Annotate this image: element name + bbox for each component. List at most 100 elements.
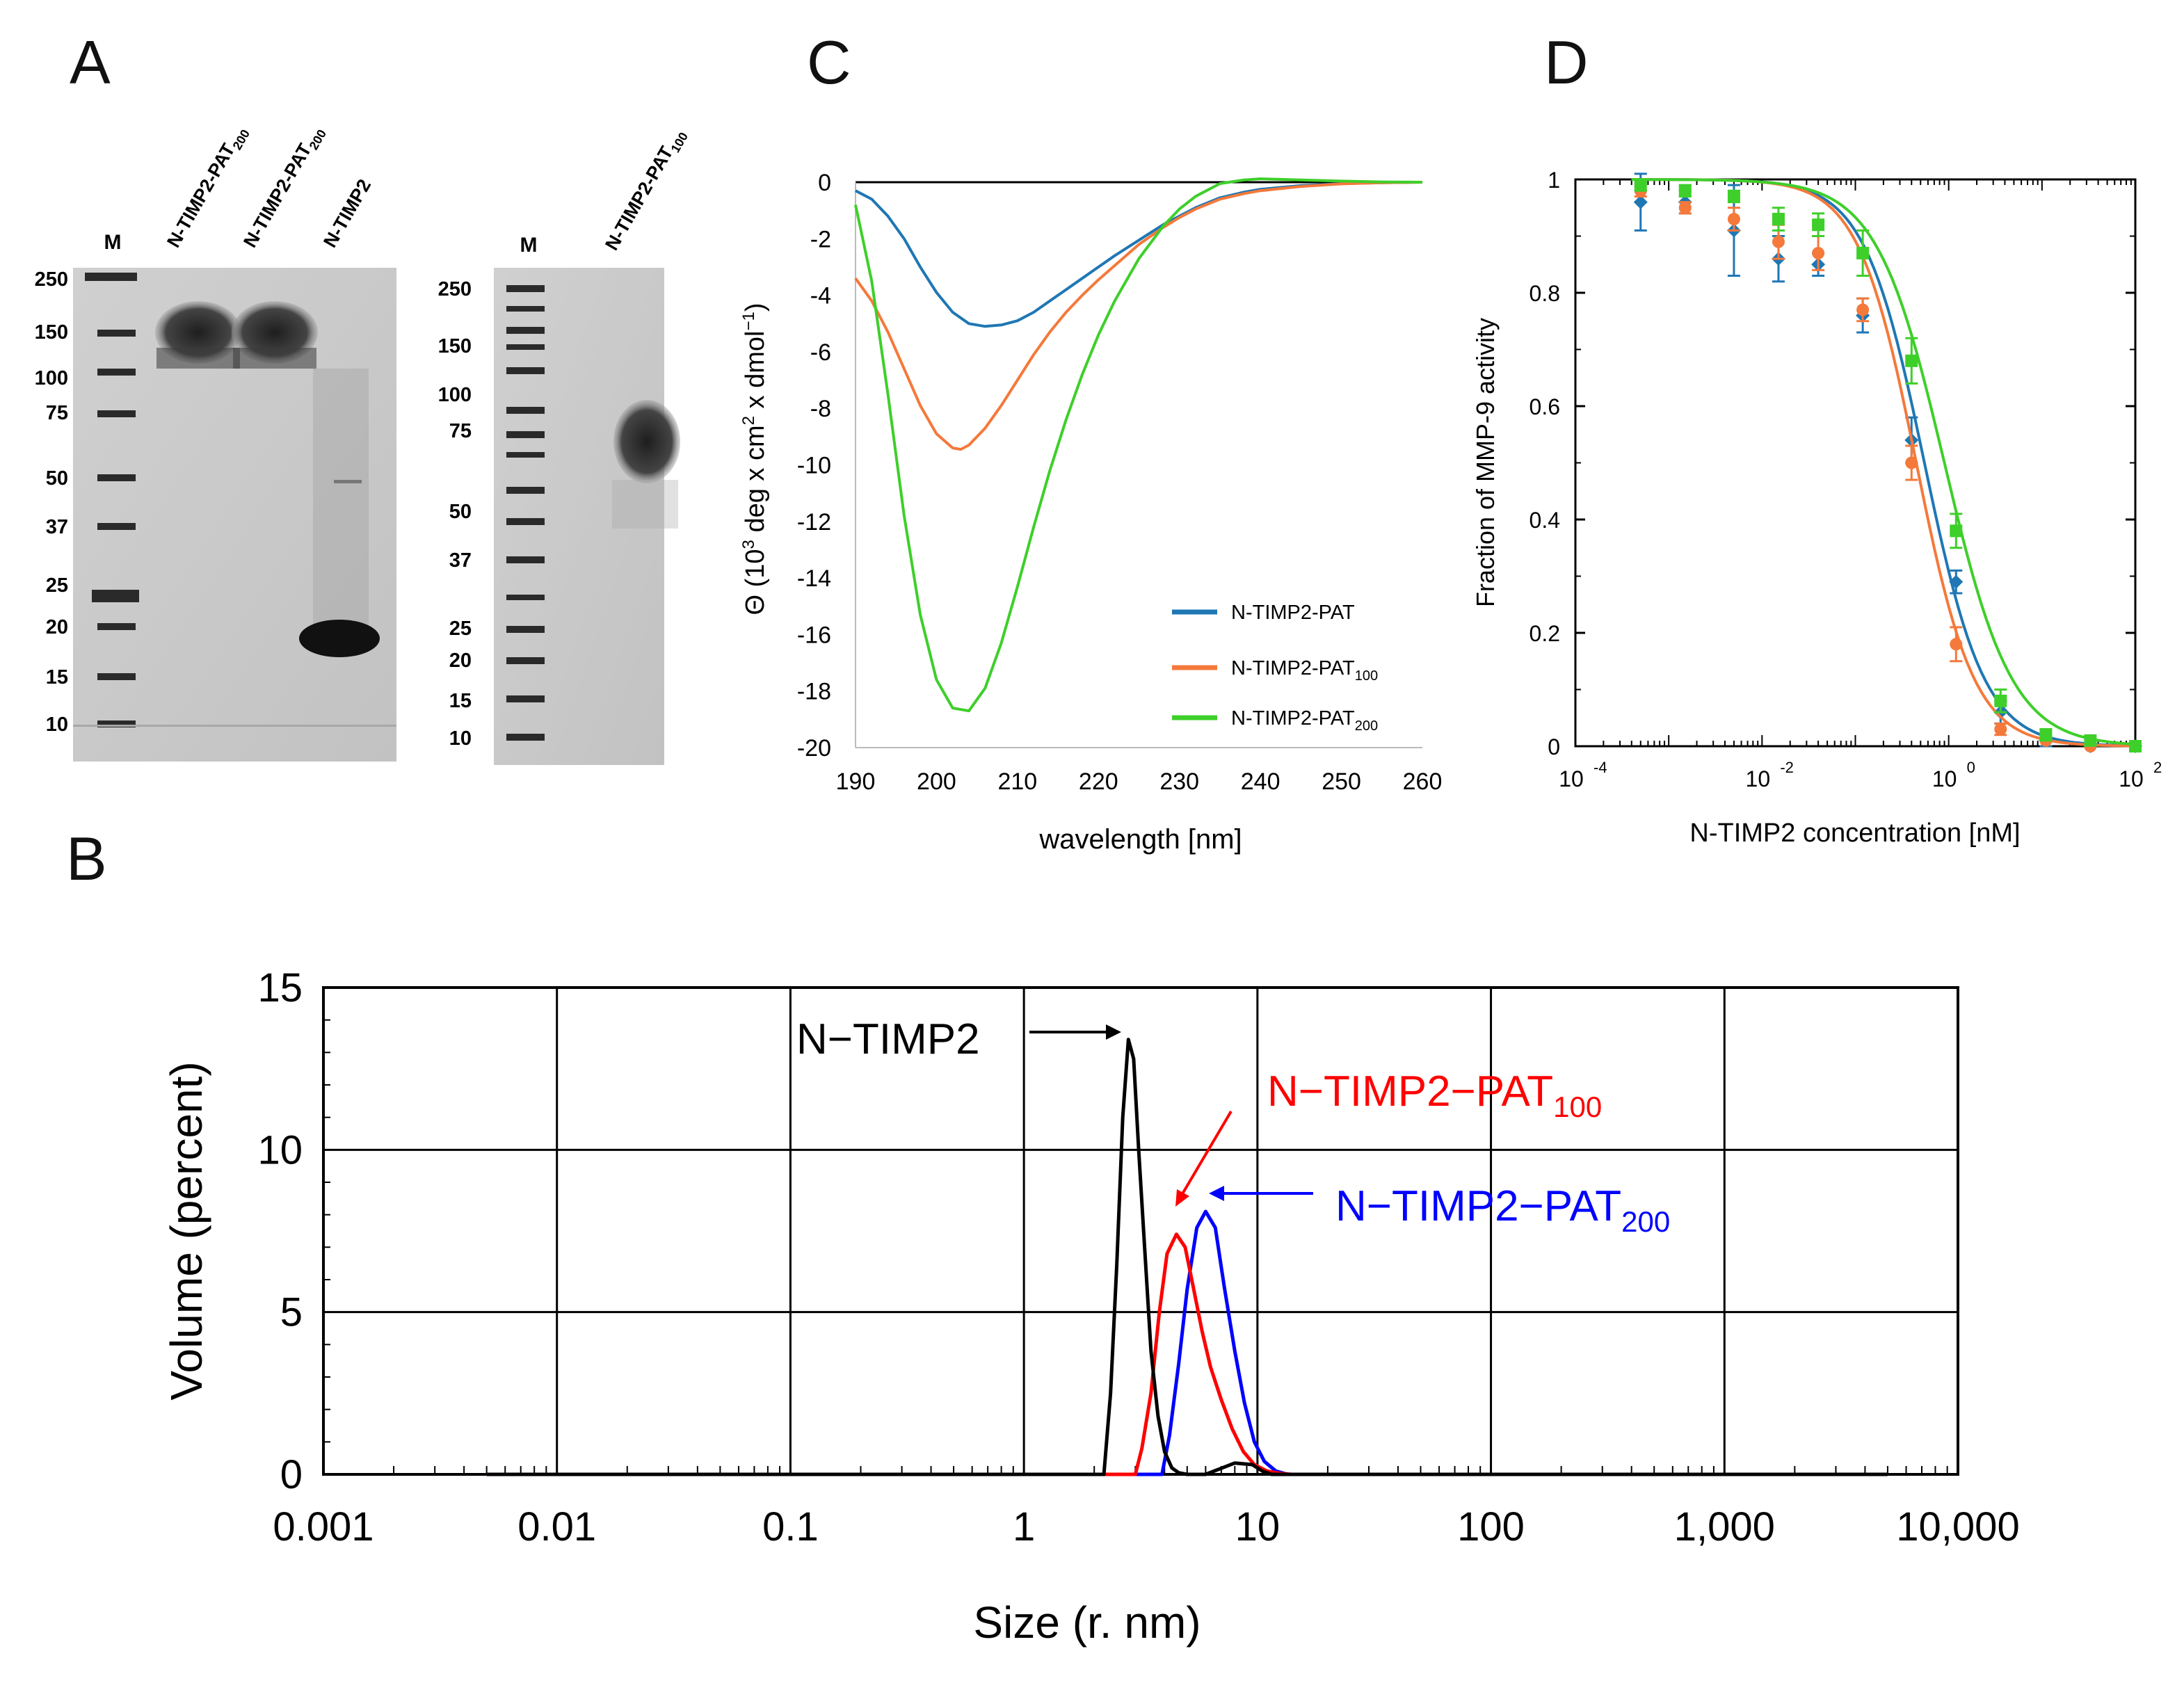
- chart-c-ytick-label: -6: [810, 339, 831, 366]
- chart-d-point: [1772, 213, 1785, 226]
- chart-d-point: [1812, 246, 1825, 259]
- chart-d-ylabel: Fraction of MMP-9 activity: [1471, 318, 1500, 607]
- chart-c-xtick-label: 200: [917, 768, 956, 795]
- ylabel-sup: 2: [739, 416, 758, 425]
- chart-d-point: [1772, 235, 1785, 248]
- chart-b-xtick-label: 1: [1013, 1504, 1035, 1549]
- gel-1-lane-label-pat200-b: N-TIMP2-PAT200: [239, 122, 329, 252]
- chart-d-point: [1634, 179, 1647, 192]
- legend-label-pat: N-TIMP2-PAT: [1231, 602, 1355, 624]
- gel-2-ladder-band: [506, 487, 545, 494]
- panel-letter-a: A: [70, 28, 111, 97]
- gel-1-ladder-band: [97, 623, 136, 630]
- chart-b-series: [486, 1038, 1888, 1476]
- gel-2-ladder-band: [506, 327, 545, 334]
- gel-1-band-pat200-a-lower: [156, 348, 240, 369]
- legend-label-pat100: N-TIMP2-PAT100: [1231, 657, 1378, 684]
- chart-d-xtick-exp: 0: [1967, 759, 1975, 776]
- chart-b-axes: 0.001 0.01 0.1 1 10 100 1,000 10,000 0 5 10 15: [257, 965, 2019, 1549]
- chart-d-ytick-label: 0: [1548, 734, 1560, 759]
- chart-d-point: [2039, 728, 2053, 741]
- chart-d-axes: 0 0.2 0.4 0.6 0.8 1 10 -4 10 -2 10 0 10 2: [1529, 168, 2162, 791]
- chart-c-series-line: [855, 181, 1423, 328]
- chart-c-xtick-label: 190: [836, 768, 876, 795]
- chart-d-point: [1727, 213, 1740, 226]
- gel-1-lane-label-ntimp2: N-TIMP2: [319, 175, 375, 251]
- chart-c-ytick-label: -18: [797, 679, 831, 705]
- gel-2-ladder-band: [506, 452, 545, 458]
- gel-2-image: [494, 268, 664, 765]
- chart-d-point: [1949, 574, 1964, 589]
- chart-d-xtick-label: 10: [1932, 766, 1957, 791]
- chart-c-xtick-label: 210: [997, 768, 1037, 795]
- chart-d-xtick-label: 10: [1559, 766, 1584, 791]
- chart-b-frame: [322, 986, 1959, 1476]
- chart-c-xtick-label: 260: [1403, 768, 1443, 795]
- chart-d-xtick-exp: -2: [1780, 759, 1794, 776]
- gel-1-ladder-band: [97, 369, 136, 376]
- gel-1-marker-label: 250: [35, 268, 68, 291]
- panel-letter-c: C: [807, 28, 851, 97]
- gel-1-ntimp2-smear: [313, 369, 369, 633]
- chart-d-point: [1633, 195, 1648, 209]
- gel-1-marker-labels: 250 150 100 75 50 37 25 20 15 10: [35, 268, 68, 736]
- gel-2-ladder-band: [506, 407, 545, 414]
- chart-d-point: [1905, 354, 1918, 367]
- ylabel-sup: 3: [739, 540, 758, 549]
- chart-b-xtick-label: 10: [1235, 1504, 1280, 1549]
- chart-d-point: [1905, 456, 1918, 469]
- gel-2-ladder-band: [506, 556, 545, 563]
- gel-2-marker-label: 10: [449, 727, 472, 750]
- chart-d-point: [1678, 201, 1692, 214]
- gel-2-band-pat100: [613, 400, 680, 483]
- gel-1-marker-label: 50: [46, 467, 68, 490]
- gel-1-band-ntimp2: [299, 620, 380, 657]
- gel-2-marker-label: 250: [438, 278, 472, 300]
- chart-b-dls: 0.001 0.01 0.1 1 10 100 1,000 10,000 0 5 10 15 Size…: [161, 965, 2020, 1648]
- chart-d-series: [1631, 172, 2142, 753]
- annotation-arrowhead-ntimp2: [1106, 1024, 1121, 1040]
- gel-2-ladder-band: [506, 306, 545, 312]
- gel-2-band-pat100-tail: [612, 480, 678, 529]
- gel-2-marker-labels: 250 150 100 75 50 37 25 20 15 10: [438, 278, 472, 750]
- panel-letter-d: D: [1544, 28, 1589, 97]
- chart-d-fit-curve: [1631, 178, 2136, 746]
- chart-d-point: [1994, 694, 2007, 707]
- gel-2-ladder-band: [506, 695, 545, 702]
- chart-b-xtick-label: 0.01: [517, 1504, 596, 1549]
- chart-d-xtick-label: 10: [2119, 766, 2144, 791]
- annotation-ntimp2: N−TIMP2: [796, 1015, 980, 1063]
- gel-1-ladder-band: [97, 523, 136, 530]
- chart-b-series-line: [486, 1209, 1888, 1476]
- gel-1-marker-label: 15: [46, 666, 68, 688]
- gel-2-ladder: [506, 285, 545, 741]
- gel-2-marker-label: 75: [449, 420, 472, 442]
- chart-c-xlabel: wavelength [nm]: [1038, 824, 1242, 855]
- gel-2-ladder-band: [506, 367, 545, 374]
- chart-d-xtick-exp: -4: [1593, 759, 1607, 776]
- annotation-base: N−TIMP2−PAT: [1267, 1068, 1553, 1116]
- legend-label-sub: 100: [1355, 668, 1378, 684]
- panel-letter-b: B: [66, 824, 107, 893]
- chart-c-ytick-label: -4: [810, 283, 831, 309]
- legend-label-base: N-TIMP2-PAT: [1231, 707, 1355, 730]
- gel-1-marker-label: 75: [46, 402, 68, 424]
- gel-2-ladder-band: [506, 518, 545, 525]
- gel-1-lane-label-m: M: [104, 231, 122, 254]
- chart-c-series-line: [854, 177, 1423, 713]
- chart-c-ytick-label: -8: [810, 396, 831, 422]
- gel-1-ntimp2-faint-band: [334, 480, 362, 483]
- ylabel-part: x dmol: [741, 331, 770, 416]
- chart-c-legend: N-TIMP2-PAT N-TIMP2-PAT100 N-TIMP2-PAT20…: [1172, 602, 1378, 734]
- chart-c-ytick-label: -10: [797, 453, 831, 479]
- chart-c-ytick-label: -2: [810, 226, 831, 252]
- gel-1-marker-label: 37: [46, 516, 68, 538]
- chart-d-xtick-label: 10: [1746, 766, 1771, 791]
- gel-2-ladder-band: [506, 344, 545, 350]
- annotation-sub: 200: [1621, 1205, 1670, 1238]
- gel-2-lane-label-m: M: [520, 234, 538, 257]
- chart-c-xtick-label: 220: [1079, 768, 1118, 795]
- chart-d-fit-curve: [1631, 178, 2136, 748]
- gel-1-ladder-band: [97, 410, 136, 417]
